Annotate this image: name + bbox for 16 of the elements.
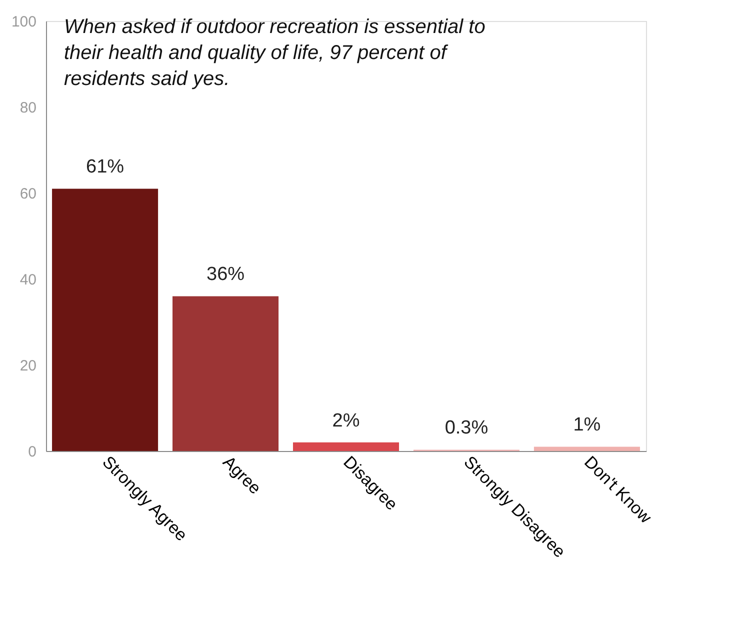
- data-label: 36%: [206, 264, 245, 286]
- annotation: When asked if outdoor recreation is essential to their health and quality of life, 97 percent of residents said yes.: [64, 16, 486, 90]
- y-tick-label: 100: [11, 14, 36, 30]
- bar: [534, 446, 640, 451]
- data-label: 61%: [86, 156, 124, 178]
- y-tick-label: 20: [20, 358, 36, 374]
- bar: [172, 296, 279, 451]
- y-tick-label: 40: [20, 272, 36, 288]
- data-label: 2%: [332, 410, 360, 432]
- y-tick-label: 60: [20, 186, 36, 202]
- data-label: 0.3%: [444, 418, 488, 439]
- y-tick-label: 80: [20, 100, 36, 116]
- y-tick-label: 0: [28, 444, 36, 460]
- bar: [52, 188, 158, 451]
- data-label: 1%: [573, 414, 601, 436]
- bar: [292, 442, 400, 451]
